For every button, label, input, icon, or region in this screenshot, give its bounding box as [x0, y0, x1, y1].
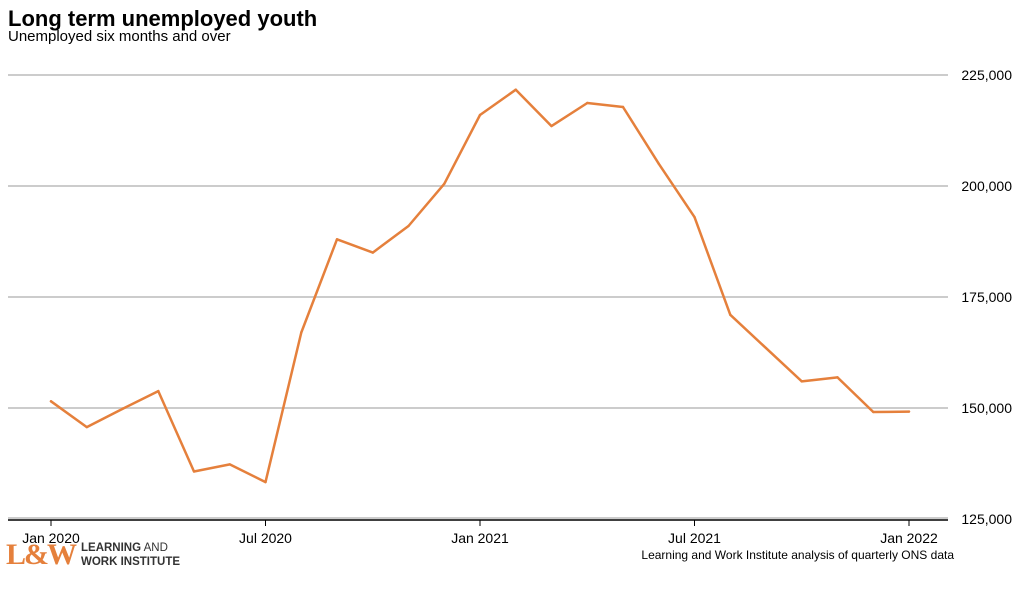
data-point [478, 113, 482, 117]
data-point [514, 88, 517, 91]
data-point [228, 463, 231, 466]
learning-and-work-institute-logo: L&W LEARNING AND WORK INSTITUTE [6, 538, 180, 572]
logo-line1: LEARNING [81, 542, 142, 554]
data-point [300, 331, 303, 334]
y-tick-label: 225,000 [961, 67, 1012, 83]
y-tick-label: 125,000 [961, 511, 1012, 527]
x-tick-label: Jul 2020 [239, 530, 292, 546]
data-point [586, 101, 589, 105]
data-point [729, 313, 732, 316]
data-point [49, 400, 53, 403]
data-point [264, 480, 267, 484]
logo-line1-rest: AND [141, 542, 168, 554]
data-point [443, 182, 446, 185]
data-point [693, 215, 696, 219]
logo-line2: WORK INSTITUTE [81, 556, 181, 568]
data-point [621, 105, 625, 109]
data-point [121, 407, 124, 411]
x-tick-label: Jan 2021 [451, 530, 509, 546]
data-point [157, 389, 160, 393]
data-point [550, 124, 553, 128]
logo-text: LEARNING AND WORK INSTITUTE [81, 541, 180, 569]
y-tick-label: 200,000 [961, 178, 1012, 194]
y-tick-label: 175,000 [961, 289, 1012, 305]
data-point [85, 425, 88, 429]
y-tick-label: 150,000 [961, 400, 1012, 416]
chart-title: Long term unemployed youth [8, 6, 318, 31]
data-point [764, 346, 768, 350]
data-point [836, 376, 839, 379]
data-point [872, 410, 875, 414]
logo-mark: L&W [6, 538, 77, 571]
data-point [407, 224, 410, 228]
x-tick-label: Jan 2020 [22, 530, 80, 546]
data-point [657, 162, 660, 165]
x-tick-label: Jul 2021 [668, 530, 721, 546]
data-point [907, 410, 911, 413]
data-point [192, 470, 196, 473]
data-point [800, 380, 803, 383]
data-point [371, 251, 374, 254]
data-point [335, 238, 339, 241]
chart-subtitle: Unemployed six months and over [8, 28, 231, 45]
source-note: Learning and Work Institute analysis of … [641, 548, 954, 562]
series-line [49, 88, 911, 484]
x-tick-label: Jan 2022 [880, 530, 938, 546]
